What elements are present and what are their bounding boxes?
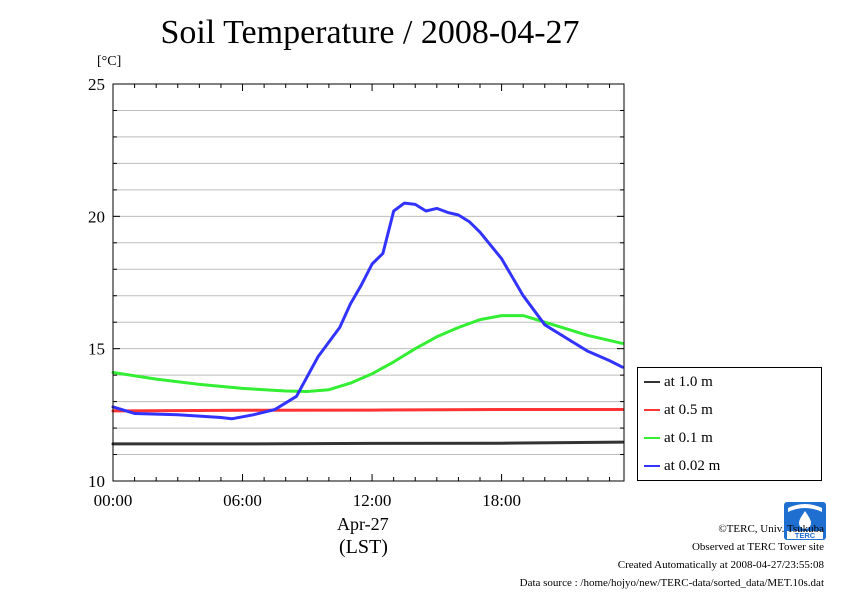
y-axis-unit-label: [°C] — [97, 54, 122, 69]
legend-swatch-0.02m — [644, 465, 660, 467]
copyright-text: ©TERC, Univ. Tsukuba — [718, 523, 824, 535]
source-text: Data source : /home/hojyo/new/TERC-data/… — [519, 577, 824, 589]
legend-swatch-0.1m — [644, 437, 660, 439]
created-text: Created Automatically at 2008-04-27/23:5… — [617, 559, 824, 571]
legend-label: at 0.1 m — [664, 429, 713, 446]
y-tick-label: 20 — [88, 207, 105, 226]
plot-frame — [112, 83, 625, 482]
logo-text: TERC — [795, 531, 816, 540]
axis-ticks — [113, 84, 624, 481]
y-tick-label: 25 — [88, 75, 105, 94]
series-line-1 — [111, 408, 624, 413]
site-text: Observed at TERC Tower site — [691, 541, 824, 553]
legend-swatch-0.5m — [644, 409, 660, 411]
legend-item: at 0.02 m — [644, 456, 720, 476]
x-tick-label: 18:00 — [482, 491, 521, 510]
credits-block: ©TERC, Univ. Tsukuba Observed at TERC To… — [520, 520, 824, 592]
series-lines — [111, 201, 624, 446]
x-tick-label: 06:00 — [223, 491, 262, 510]
y-tick-label: 10 — [88, 472, 105, 491]
terc-logo-icon: TERC — [784, 502, 826, 540]
legend-label: at 0.02 m — [664, 457, 721, 474]
legend-item: at 1.0 m — [644, 372, 713, 392]
legend-label: at 0.5 m — [664, 401, 713, 418]
legend-item: at 0.5 m — [644, 400, 713, 420]
x-tick-label: 12:00 — [353, 491, 392, 510]
chart-title: Soil Temperature / 2008-04-27 — [160, 14, 580, 51]
x-axis-date-label: Apr-27 — [337, 514, 389, 534]
grid-lines — [113, 109, 624, 456]
series-line-3 — [111, 201, 624, 421]
y-tick-label: 15 — [88, 340, 105, 359]
legend-swatch-1m — [644, 381, 660, 383]
x-axis-timezone-label: (LST) — [339, 536, 388, 558]
legend-item: at 0.1 m — [644, 428, 713, 448]
chart-legend: at 1.0 m at 0.5 m at 0.1 m at 0.02 m — [637, 367, 822, 481]
x-tick-label: 00:00 — [94, 491, 133, 510]
series-line-0 — [111, 440, 624, 446]
legend-label: at 1.0 m — [664, 373, 713, 390]
axis-tick-labels: 00:00 06:00 12:00 18:00 10 15 20 25 — [88, 75, 521, 510]
